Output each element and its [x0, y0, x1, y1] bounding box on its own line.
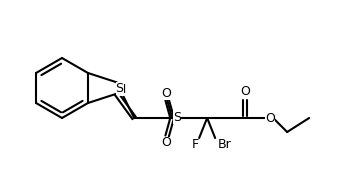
Text: S: S	[173, 110, 181, 123]
Text: N: N	[117, 83, 126, 96]
Text: F: F	[191, 139, 199, 151]
Text: O: O	[161, 137, 171, 149]
Text: S: S	[116, 82, 123, 95]
Text: O: O	[265, 112, 275, 124]
Text: O: O	[161, 87, 171, 99]
Text: Br: Br	[217, 139, 231, 151]
Text: O: O	[240, 84, 250, 98]
